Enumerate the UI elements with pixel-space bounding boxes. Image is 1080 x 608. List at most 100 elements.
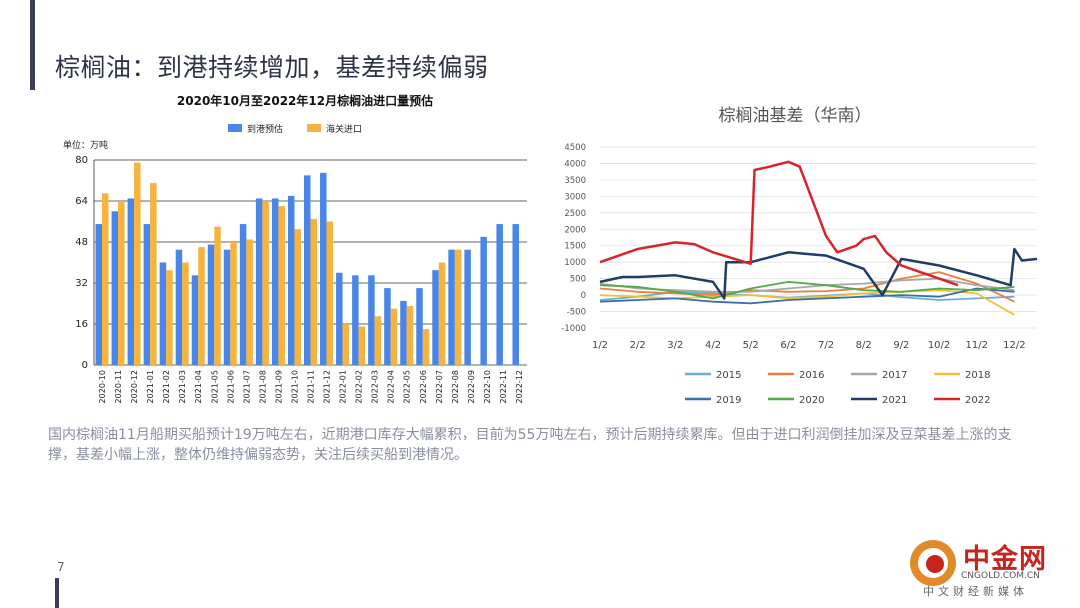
line-ytick-label: 1000 <box>564 258 586 268</box>
line-xtick-label: 1/2 <box>592 340 608 351</box>
bar-customs-2022-02 <box>358 326 366 365</box>
line-xtick-label: 8/2 <box>856 340 872 351</box>
line-legend-label-2016: 2016 <box>799 370 824 381</box>
bar-customs-2021-06 <box>230 242 237 365</box>
line-legend-label-2019: 2019 <box>716 395 741 406</box>
bar-xtick-label: 2022-08 <box>451 370 460 403</box>
bar-customs-2021-10 <box>294 229 301 365</box>
bar-customs-2022-01 <box>342 324 350 365</box>
line-legend-label-2015: 2015 <box>716 370 741 381</box>
bar-customs-2022-05 <box>406 306 414 365</box>
bar-xtick-label: 2022-07 <box>435 370 444 403</box>
bar-arrival-2021-02 <box>159 262 167 365</box>
bar-customs-2021-01 <box>150 183 157 365</box>
cngold-logo: 中金网 CNGOLD.COM.CN 中文财经新媒体 <box>905 533 1075 603</box>
bar-xtick-label: 2021-04 <box>194 370 203 403</box>
bar-xtick-label: 2021-03 <box>178 370 187 403</box>
bar-arrival-2020-11 <box>111 211 119 365</box>
bar-arrival-2022-10 <box>480 236 487 365</box>
bar-xtick-label: 2021-08 <box>258 370 267 403</box>
legend-swatch-customs <box>307 124 321 132</box>
line-xtick-label: 12/2 <box>1003 340 1025 351</box>
bar-customs-2020-11 <box>118 201 125 365</box>
line-ytick-label: 4500 <box>564 143 586 153</box>
bar-customs-2022-08 <box>454 249 462 365</box>
bar-arrival-2021-09 <box>271 198 279 365</box>
basis-line-chart: 棕榈油基差（华南） -1000 -500 0 500 1000 1500 2000 2500 3… <box>555 92 1050 421</box>
bar-arrival-2021-12 <box>320 172 327 365</box>
bar-customs-2021-02 <box>166 270 173 365</box>
line-xtick-label: 10/2 <box>928 340 950 351</box>
bar-arrival-2022-06 <box>416 288 423 365</box>
bar-chart-unit: 单位：万吨 <box>63 139 108 151</box>
bar-customs-2020-12 <box>134 162 141 365</box>
line-ytick-label: 1500 <box>564 242 586 252</box>
bar-arrival-2021-05 <box>207 244 215 365</box>
bar-arrival-2020-10 <box>95 224 103 365</box>
bar-ytick-label: 16 <box>75 319 88 330</box>
bar-customs-2022-06 <box>422 329 430 365</box>
bar-customs-2021-05 <box>214 226 221 365</box>
bar-chart-legend: 到港预估 海关进口 <box>228 123 362 135</box>
bar-xtick-label: 2020-10 <box>98 370 107 403</box>
bar-arrival-2021-04 <box>191 275 199 365</box>
line-legend-label-2020: 2020 <box>799 395 824 406</box>
bar-xtick-label: 2022-11 <box>499 370 508 403</box>
bar-customs-2022-03 <box>374 316 382 365</box>
bar-customs-2021-12 <box>326 221 334 365</box>
line-legend-label-2022: 2022 <box>965 395 990 406</box>
accent-bar-bottom <box>55 578 59 608</box>
import-bar-chart: 2020年10月至2022年12月棕榈油进口量预估 到港预估 海关进口 单位：万… <box>60 88 540 422</box>
bar-chart-title: 2020年10月至2022年12月棕榈油进口量预估 <box>177 93 433 108</box>
bar-xtick-label: 2020-12 <box>130 370 139 403</box>
bar-xtick-label: 2022-09 <box>467 370 476 403</box>
bar-xtick-label: 2021-07 <box>242 370 251 403</box>
bar-xtick-label: 2021-12 <box>323 370 332 403</box>
bar-arrival-2021-11 <box>304 175 311 365</box>
bar-xtick-label: 2022-01 <box>339 370 348 403</box>
logo-emblem-icon <box>910 540 956 586</box>
import-bar-chart-svg: 2020年10月至2022年12月棕榈油进口量预估 到港预估 海关进口 单位：万… <box>63 93 527 403</box>
bar-xtick-label: 2021-01 <box>146 370 155 403</box>
bar-customs-2020-10 <box>102 193 109 365</box>
bar-xtick-label: 2022-06 <box>419 370 428 403</box>
page-title: 棕榈油：到港持续增加，基差持续偏弱 <box>55 53 489 82</box>
bar-arrival-2022-07 <box>432 270 439 365</box>
accent-bar-top <box>30 0 35 90</box>
legend-label-arrival: 到港预估 <box>247 123 283 135</box>
bar-arrival-2022-01 <box>336 272 343 365</box>
legend-swatch-arrival <box>228 124 242 132</box>
line-ytick-label: 500 <box>570 275 586 285</box>
line-xtick-label: 3/2 <box>667 340 683 351</box>
bar-arrival-2020-12 <box>127 198 135 365</box>
bar-arrival-2022-04 <box>384 288 391 365</box>
line-xtick-label: 6/2 <box>780 340 796 351</box>
bar-ytick-label: 0 <box>82 360 88 371</box>
bar-xtick-label: 2021-06 <box>226 370 235 403</box>
bar-arrival-2022-03 <box>368 275 375 365</box>
bar-xtick-label: 2022-10 <box>483 370 492 403</box>
page-number: 7 <box>57 560 65 574</box>
bar-customs-2022-07 <box>438 262 446 365</box>
bar-ytick-label: 64 <box>75 196 88 207</box>
bar-customs-2021-09 <box>278 206 285 365</box>
logo-name: 中金网 <box>963 544 1047 575</box>
line-xtick-label: 11/2 <box>965 340 987 351</box>
line-ytick-label: 4000 <box>564 159 586 169</box>
bar-arrival-2022-11 <box>496 224 503 365</box>
line-ytick-label: 3000 <box>564 192 586 202</box>
bar-ytick-label: 80 <box>75 155 88 166</box>
bar-xtick-label: 2022-05 <box>403 370 412 403</box>
line-ytick-label: 0 <box>581 291 586 301</box>
bar-customs-2021-08 <box>262 201 269 365</box>
bar-xtick-label: 2021-05 <box>210 370 219 403</box>
logo-tagline: 中文财经新媒体 <box>923 585 1028 598</box>
bar-arrival-2021-07 <box>239 224 247 365</box>
line-ytick-label: 2000 <box>564 225 586 235</box>
bar-arrival-2021-01 <box>143 224 151 365</box>
line-xtick-label: 9/2 <box>893 340 909 351</box>
bar-arrival-2022-08 <box>448 249 455 365</box>
bar-ytick-label: 48 <box>75 237 88 248</box>
bar-xtick-label: 2022-03 <box>371 370 380 403</box>
logo-site: CNGOLD.COM.CN <box>961 571 1040 581</box>
